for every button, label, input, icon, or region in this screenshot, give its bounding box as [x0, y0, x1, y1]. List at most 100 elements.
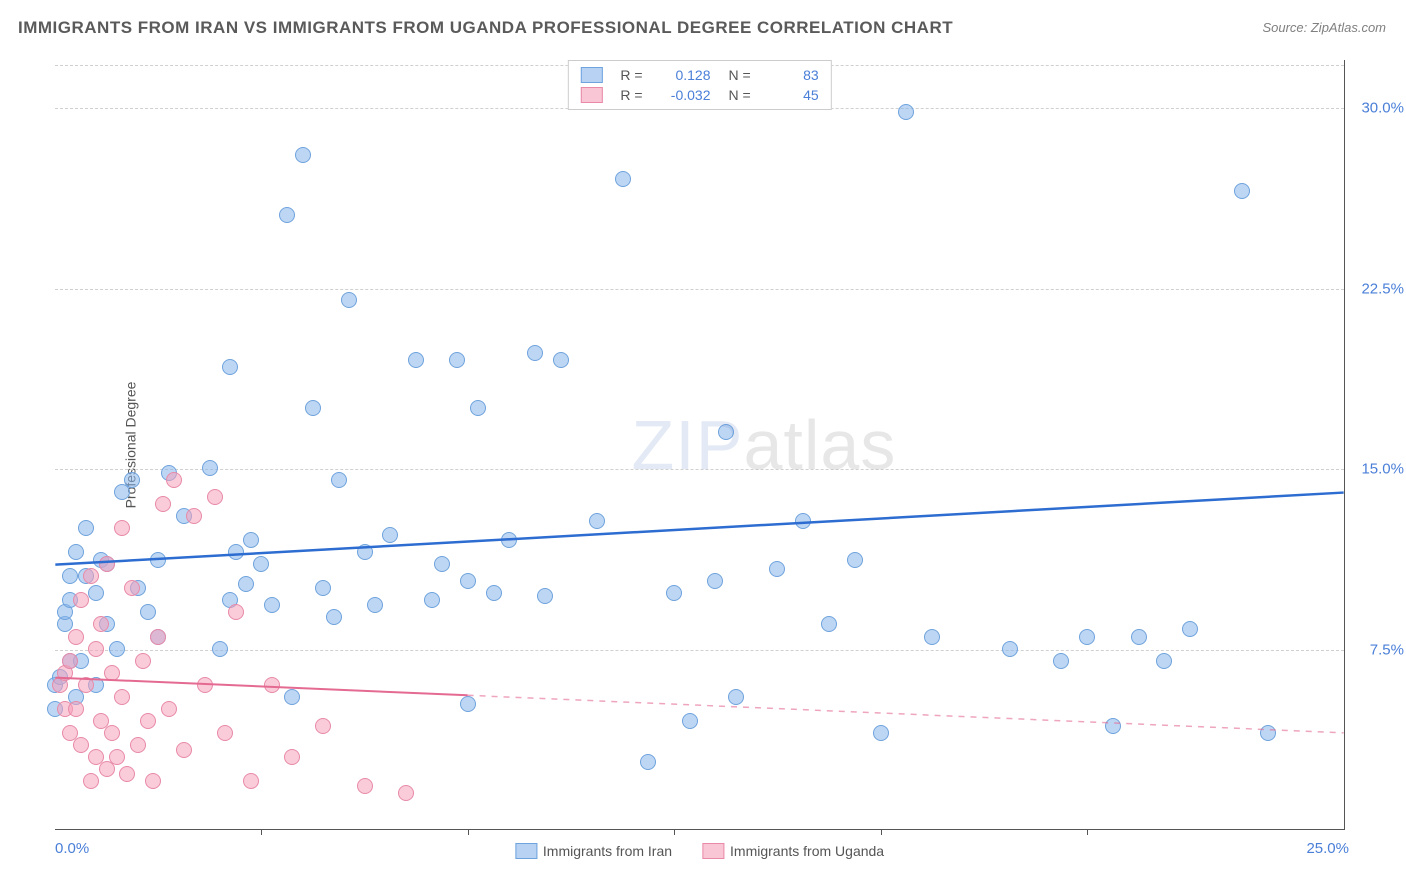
data-point: [104, 665, 120, 681]
data-point: [73, 592, 89, 608]
data-point: [155, 496, 171, 512]
series-legend: Immigrants from Iran Immigrants from Uga…: [515, 843, 884, 859]
legend-row-uganda: R = -0.032 N = 45: [580, 85, 818, 105]
data-point: [398, 785, 414, 801]
data-point: [305, 400, 321, 416]
n-label: N =: [729, 87, 751, 103]
trend-lines: [55, 60, 1344, 829]
data-point: [1182, 621, 1198, 637]
data-point: [315, 718, 331, 734]
data-point: [166, 472, 182, 488]
y-tick-label: 22.5%: [1349, 280, 1404, 297]
data-point: [68, 629, 84, 645]
data-point: [150, 629, 166, 645]
y-tick-label: 30.0%: [1349, 100, 1404, 117]
data-point: [1131, 629, 1147, 645]
data-point: [197, 677, 213, 693]
trend-line-dashed: [468, 695, 1344, 733]
legend-item-iran: Immigrants from Iran: [515, 843, 672, 859]
data-point: [527, 345, 543, 361]
data-point: [78, 520, 94, 536]
data-point: [62, 568, 78, 584]
swatch-iran-icon: [515, 843, 537, 859]
data-point: [460, 696, 476, 712]
data-point: [217, 725, 233, 741]
data-point: [284, 689, 300, 705]
data-point: [537, 588, 553, 604]
data-point: [1156, 653, 1172, 669]
legend-item-uganda: Immigrants from Uganda: [702, 843, 884, 859]
legend-row-iran: R = 0.128 N = 83: [580, 65, 818, 85]
data-point: [114, 520, 130, 536]
data-point: [83, 773, 99, 789]
data-point: [150, 552, 166, 568]
r-value-uganda: -0.032: [661, 87, 711, 103]
data-point: [424, 592, 440, 608]
data-point: [109, 749, 125, 765]
data-point: [88, 585, 104, 601]
r-label: R =: [620, 67, 642, 83]
data-point: [821, 616, 837, 632]
x-tick-label: 25.0%: [1306, 840, 1349, 857]
data-point: [264, 677, 280, 693]
legend-label-iran: Immigrants from Iran: [543, 843, 672, 859]
data-point: [238, 576, 254, 592]
data-point: [243, 773, 259, 789]
data-point: [202, 460, 218, 476]
data-point: [68, 701, 84, 717]
data-point: [615, 171, 631, 187]
data-point: [589, 513, 605, 529]
trend-line: [55, 493, 1343, 565]
x-minor-tick: [1087, 829, 1088, 835]
source-attribution: Source: ZipAtlas.com: [1262, 20, 1386, 35]
data-point: [228, 604, 244, 620]
data-point: [243, 532, 259, 548]
x-tick-label: 0.0%: [55, 840, 89, 857]
watermark-light: atlas: [743, 406, 896, 484]
r-value-iran: 0.128: [661, 67, 711, 83]
data-point: [682, 713, 698, 729]
data-point: [728, 689, 744, 705]
data-point: [357, 544, 373, 560]
data-point: [207, 489, 223, 505]
data-point: [161, 701, 177, 717]
data-point: [176, 742, 192, 758]
data-point: [501, 532, 517, 548]
data-point: [666, 585, 682, 601]
data-point: [83, 568, 99, 584]
data-point: [99, 556, 115, 572]
data-point: [367, 597, 383, 613]
data-point: [382, 527, 398, 543]
swatch-uganda: [580, 87, 602, 103]
data-point: [1234, 183, 1250, 199]
data-point: [449, 352, 465, 368]
n-value-iran: 83: [769, 67, 819, 83]
data-point: [264, 597, 280, 613]
data-point: [408, 352, 424, 368]
data-point: [279, 207, 295, 223]
data-point: [341, 292, 357, 308]
data-point: [78, 677, 94, 693]
data-point: [1260, 725, 1276, 741]
data-point: [434, 556, 450, 572]
data-point: [1105, 718, 1121, 734]
data-point: [186, 508, 202, 524]
correlation-legend: R = 0.128 N = 83 R = -0.032 N = 45: [567, 60, 831, 110]
grid-h: [55, 469, 1344, 470]
data-point: [124, 472, 140, 488]
data-point: [1002, 641, 1018, 657]
data-point: [212, 641, 228, 657]
data-point: [847, 552, 863, 568]
data-point: [119, 766, 135, 782]
data-point: [470, 400, 486, 416]
data-point: [104, 725, 120, 741]
data-point: [898, 104, 914, 120]
swatch-iran: [580, 67, 602, 83]
x-minor-tick: [468, 829, 469, 835]
data-point: [707, 573, 723, 589]
data-point: [228, 544, 244, 560]
data-point: [73, 737, 89, 753]
x-minor-tick: [881, 829, 882, 835]
data-point: [140, 604, 156, 620]
data-point: [1079, 629, 1095, 645]
